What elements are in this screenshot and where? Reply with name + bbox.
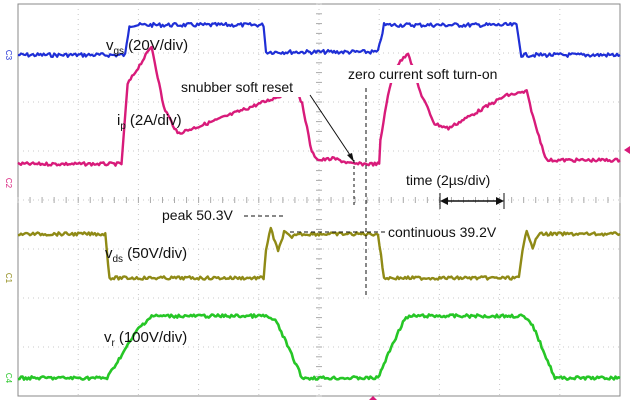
snubber-annotation-bg bbox=[180, 79, 310, 97]
channel-marker-vgs: C3 bbox=[4, 50, 13, 61]
peak-annotation-bg bbox=[160, 207, 244, 225]
snubber-annotation: snubber soft reset bbox=[181, 79, 293, 95]
channel-marker-vr: C4 bbox=[4, 373, 13, 384]
snubber-arrow-head bbox=[347, 153, 354, 162]
channel-marker-vds: C1 bbox=[4, 273, 13, 284]
ip-label: ip (2A/div) bbox=[117, 112, 182, 132]
trace-ip bbox=[17, 45, 621, 167]
time-arrow-right-head bbox=[496, 197, 504, 205]
channel-marker-ip: C2 bbox=[4, 178, 13, 189]
vds-label: vds (50V/div) bbox=[105, 245, 187, 265]
time-arrow-left-head bbox=[440, 197, 448, 205]
continuous-annotation-bg bbox=[386, 224, 504, 242]
trace-vds bbox=[17, 226, 621, 281]
peak-annotation: peak 50.3V bbox=[162, 207, 233, 223]
vgs-label: vgs (20V/div) bbox=[106, 37, 188, 57]
zero-current-annotation-bg bbox=[346, 65, 524, 83]
trace-vgs bbox=[17, 21, 621, 59]
time-scale-annotation: time (2µs/div) bbox=[406, 172, 490, 188]
zero-current-annotation: zero current soft turn-on bbox=[348, 66, 497, 82]
channel-markers: C3 C2 C1 C4 bbox=[2, 46, 14, 387]
vr-label: vr (100V/div) bbox=[104, 329, 187, 349]
trace-vr bbox=[17, 313, 621, 381]
channel-marker-ip-bg bbox=[2, 174, 14, 192]
trigger-marker-bottom bbox=[369, 396, 377, 400]
channel-marker-vgs-bg bbox=[2, 46, 14, 64]
continuous-annotation: continuous 39.2V bbox=[388, 224, 497, 240]
time-annotation-bg bbox=[404, 170, 532, 189]
snubber-arrow-line bbox=[309, 94, 353, 159]
trigger-marker-right bbox=[624, 146, 630, 154]
trace-layer bbox=[17, 21, 621, 381]
channel-marker-vds-bg bbox=[2, 269, 14, 287]
channel-marker-vr-bg bbox=[2, 369, 14, 387]
